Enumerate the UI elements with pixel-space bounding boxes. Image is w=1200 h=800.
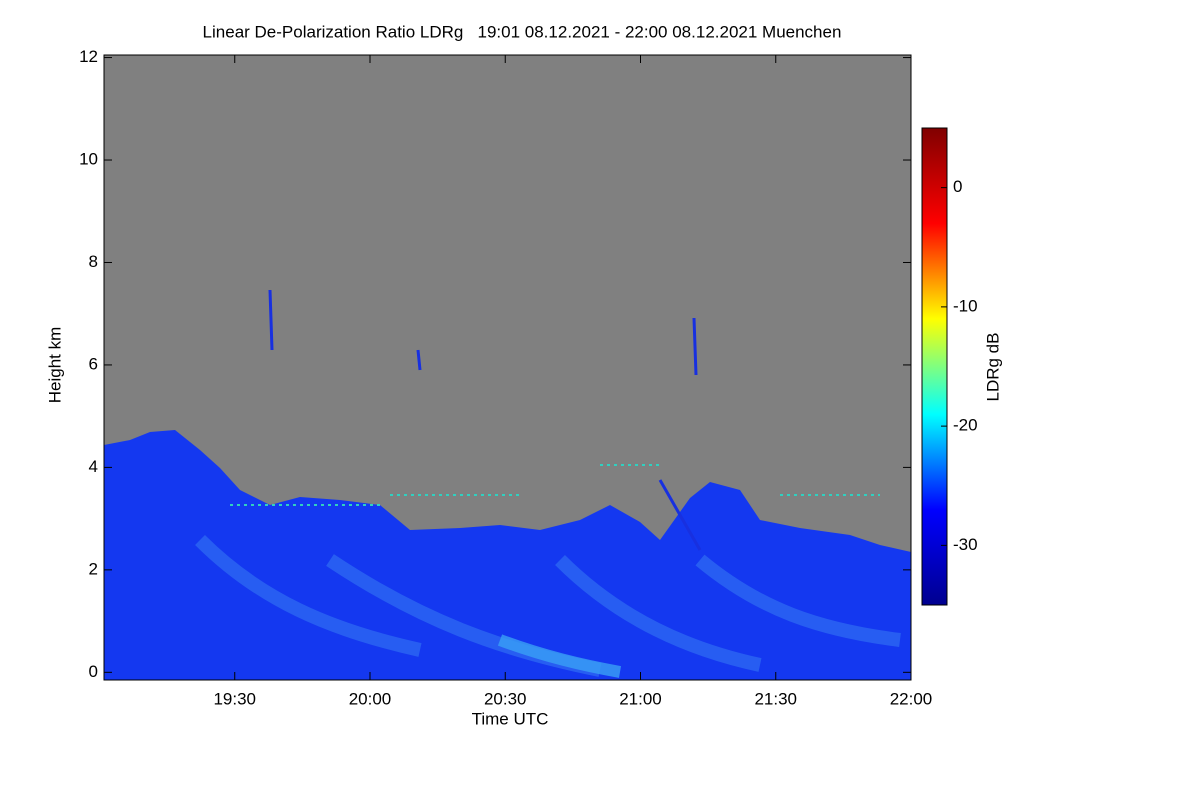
x-tick-label: 19:30 [213,689,256,708]
y-tick-label: 12 [79,47,98,66]
chart-title: Linear De-Polarization Ratio LDRg 19:01 … [203,22,842,41]
y-axis-label: Height km [45,327,64,404]
x-tick-label: 21:00 [619,689,662,708]
y-tick-label: 10 [79,150,98,169]
colorbar [921,127,948,606]
x-tick-label: 22:00 [890,689,933,708]
x-tick-label: 20:00 [349,689,392,708]
streak [497,634,622,678]
x-tick-label: 20:30 [484,689,527,708]
colorbar-label: LDRg dB [983,333,1002,402]
heatmap-field [104,289,911,680]
noise-layer [230,464,880,506]
colorbar-tick-label: 0 [953,177,962,196]
x-axis-label: Time UTC [472,709,549,728]
y-tick-label: 6 [89,354,98,373]
colorbar-tick-label: -30 [953,535,978,554]
y-tick-label: 0 [89,662,98,681]
y-tick-label: 2 [89,559,98,578]
colorbar-tick-label: -10 [953,296,978,315]
x-tick-label: 21:30 [754,689,797,708]
colorbar-tick-label: -20 [953,416,978,435]
cloud-streak [268,289,702,551]
y-tick-label: 4 [89,457,98,476]
plot-frame [103,54,912,681]
streak [195,535,901,677]
y-tick-label: 8 [89,252,98,271]
